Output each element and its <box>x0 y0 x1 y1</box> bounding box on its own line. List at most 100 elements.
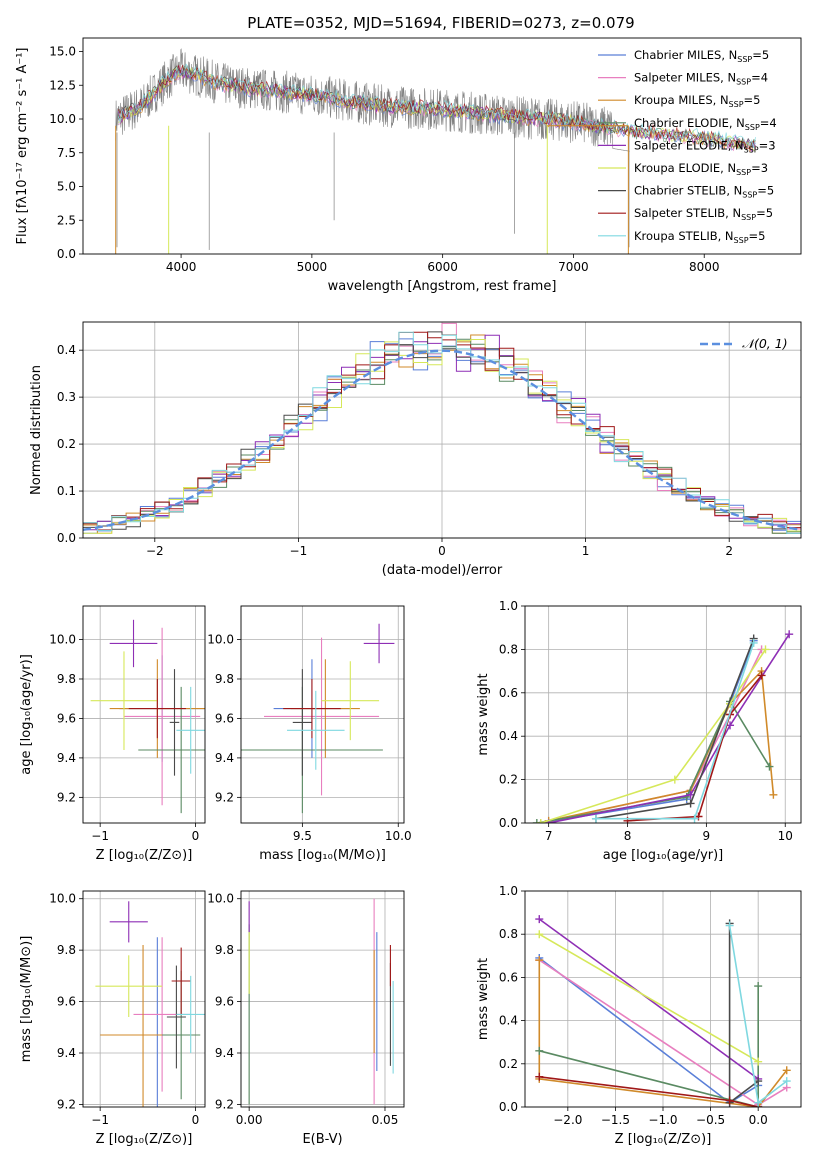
weight-marker-chabrier_elodie <box>535 1046 544 1055</box>
legend-count: =5 <box>756 206 773 220</box>
weight-marker-kroupa_stelib <box>754 1098 763 1107</box>
y-tick-label: 0.4 <box>57 343 76 357</box>
weight-marker-salpeter_elodie <box>785 630 794 639</box>
y-tick-label: 9.6 <box>215 995 234 1009</box>
y-tick-label: 0.0 <box>57 247 76 261</box>
legend-label: Chabrier ELODIE, NSSP=4 <box>634 116 777 132</box>
plot-frame <box>82 890 206 1108</box>
weight-line-kroupa_stelib <box>596 642 755 820</box>
model-spectrum-kroupa_elodie <box>118 65 756 152</box>
x-tick-label: 7000 <box>558 260 589 274</box>
weight-marker-kroupa_elodie <box>535 930 544 939</box>
weight-marker-kroupa_stelib <box>782 1077 791 1086</box>
x-tick-label: 2 <box>725 544 733 558</box>
weight-marker-kroupa_elodie <box>754 1057 763 1066</box>
mass-vs-metallicity-panel: −1 0 9.2 9.4 9.6 9.8 10.0 Z [log₁₀(Z/Z⊙)] mass [… <box>19 890 206 1147</box>
x-tick-label: 10.0 <box>385 829 412 843</box>
x-tick-label: −2.0 <box>553 1113 582 1127</box>
plot-area <box>535 915 791 1107</box>
weight-line-salpeter_elodie <box>548 633 790 823</box>
y-axis-label: age [log₁₀(age/yr)] <box>19 654 34 775</box>
y-tick-label: 9.4 <box>215 1046 234 1060</box>
y-tick-label: 0.4 <box>499 729 518 743</box>
y-tick-label: 0.8 <box>499 642 518 656</box>
y-tick-label: 9.2 <box>57 1097 76 1111</box>
y-tick-label: 9.6 <box>215 711 234 725</box>
y-tick-label: 9.2 <box>57 790 76 804</box>
y-tick-label: 10.0 <box>49 633 76 647</box>
y-tick-label: 10.0 <box>207 892 234 906</box>
legend-subscript: SSP <box>737 55 752 64</box>
y-tick-label: 12.5 <box>49 78 76 92</box>
legend-count: =3 <box>751 161 768 175</box>
weight-marker-kroupa_elodie <box>536 819 545 823</box>
y-tick-label: 9.4 <box>57 751 76 765</box>
x-tick-label: 8 <box>624 829 632 843</box>
x-tick-label: −2 <box>146 544 164 558</box>
x-tick-label: 9 <box>703 829 711 843</box>
x-tick-label: 9.5 <box>293 829 312 843</box>
weight-marker-kroupa_miles <box>782 1066 791 1075</box>
weight-marker-kroupa_stelib <box>591 814 600 823</box>
legend-subscript: SSP <box>729 100 744 109</box>
legend-label: Salpeter MILES, NSSP=4 <box>634 71 768 87</box>
y-axis-label: Normed distribution <box>29 365 44 495</box>
legend-label: Kroupa MILES, NSSP=5 <box>634 93 760 109</box>
y-axis-label: mass weight <box>476 673 491 755</box>
y-axis-label: mass [log₁₀(M/M⊙)] <box>19 936 34 1063</box>
y-tick-label: 0.0 <box>57 531 76 545</box>
x-tick-label: 7 <box>545 829 553 843</box>
weight-vs-metallicity-panel: −2.0 −1.5 −1.0 −0.5 0.0 0.0 0.2 0.4 0.6 0.8 1.0 Z [… <box>476 884 802 1147</box>
legend-label: Salpeter STELIB, NSSP=5 <box>634 206 773 222</box>
y-tick-label: 10.0 <box>49 892 76 906</box>
spectrum-title: PLATE=0352, MJD=51694, FIBERID=0273, z=0… <box>247 14 634 32</box>
legend-label: Chabrier STELIB, NSSP=5 <box>634 184 774 200</box>
x-tick-label: 0 <box>192 829 200 843</box>
y-tick-label: 0.2 <box>499 773 518 787</box>
weight-marker-kroupa_elodie <box>670 775 679 784</box>
y-tick-label: 15.0 <box>49 45 76 59</box>
weight-marker-chabrier_elodie <box>754 982 763 991</box>
y-tick-label: 0.6 <box>499 686 518 700</box>
x-tick-label: 10 <box>778 829 793 843</box>
weight-line-chabrier_elodie <box>539 986 759 1107</box>
legend-subscript: SSP <box>742 191 757 200</box>
x-tick-label: 0 <box>438 544 446 558</box>
x-axis-label: wavelength [Angstrom, rest frame] <box>328 279 557 294</box>
y-tick-label: 0.3 <box>57 390 76 404</box>
weight-marker-salpeter_stelib <box>757 671 766 680</box>
y-tick-label: 9.8 <box>57 943 76 957</box>
y-tick-label: 9.8 <box>215 672 234 686</box>
x-tick-label: 5000 <box>297 260 328 274</box>
legend-count: =4 <box>751 71 768 85</box>
x-tick-label: 0.00 <box>236 1113 263 1127</box>
age-vs-mass-panel: 9.5 10.0 9.2 9.4 9.6 9.8 10.0 mass [log₁₀(M/M⊙)… <box>207 605 412 863</box>
x-tick-label: −1 <box>91 1113 109 1127</box>
x-tick-label: −1 <box>290 544 308 558</box>
legend-count: =5 <box>749 229 766 243</box>
spectrum-panel: 4000 5000 6000 7000 8000 0.0 2.5 5.0 7.5 10.0 12.5… <box>15 37 802 294</box>
plot-frame <box>524 605 802 824</box>
legend-subscript: SSP <box>736 78 751 87</box>
normal-curve <box>83 349 801 531</box>
legend-label: Salpeter ELODIE, NSSP=3 <box>634 138 776 154</box>
legend-count: =5 <box>752 48 769 62</box>
weight-marker-chabrier_elodie <box>765 762 774 771</box>
y-tick-label: 9.6 <box>57 711 76 725</box>
legend-subscript: SSP <box>736 168 751 177</box>
x-tick-label: 0 <box>192 1113 200 1127</box>
plot-frame <box>82 605 206 824</box>
weight-marker-kroupa_elodie <box>761 645 770 654</box>
weight-marker-chabrier_elodie <box>532 819 541 823</box>
x-axis-label: mass [log₁₀(M/M⊙)] <box>259 848 386 863</box>
y-tick-label: 10.0 <box>49 112 76 126</box>
weight-marker-salpeter_elodie <box>535 915 544 924</box>
plot-area <box>532 630 794 823</box>
weight-marker-kroupa_miles <box>535 956 544 965</box>
y-tick-label: 2.5 <box>57 213 76 227</box>
weight-vs-age-panel: 7 8 9 10 0.0 0.2 0.4 0.6 0.8 1.0 age [log₁₀(age/yr… <box>476 599 802 863</box>
weight-line-kroupa_elodie <box>540 648 767 823</box>
legend-count: =5 <box>757 184 774 198</box>
weight-line-kroupa_miles <box>548 669 775 822</box>
plot-frame <box>240 890 405 1108</box>
